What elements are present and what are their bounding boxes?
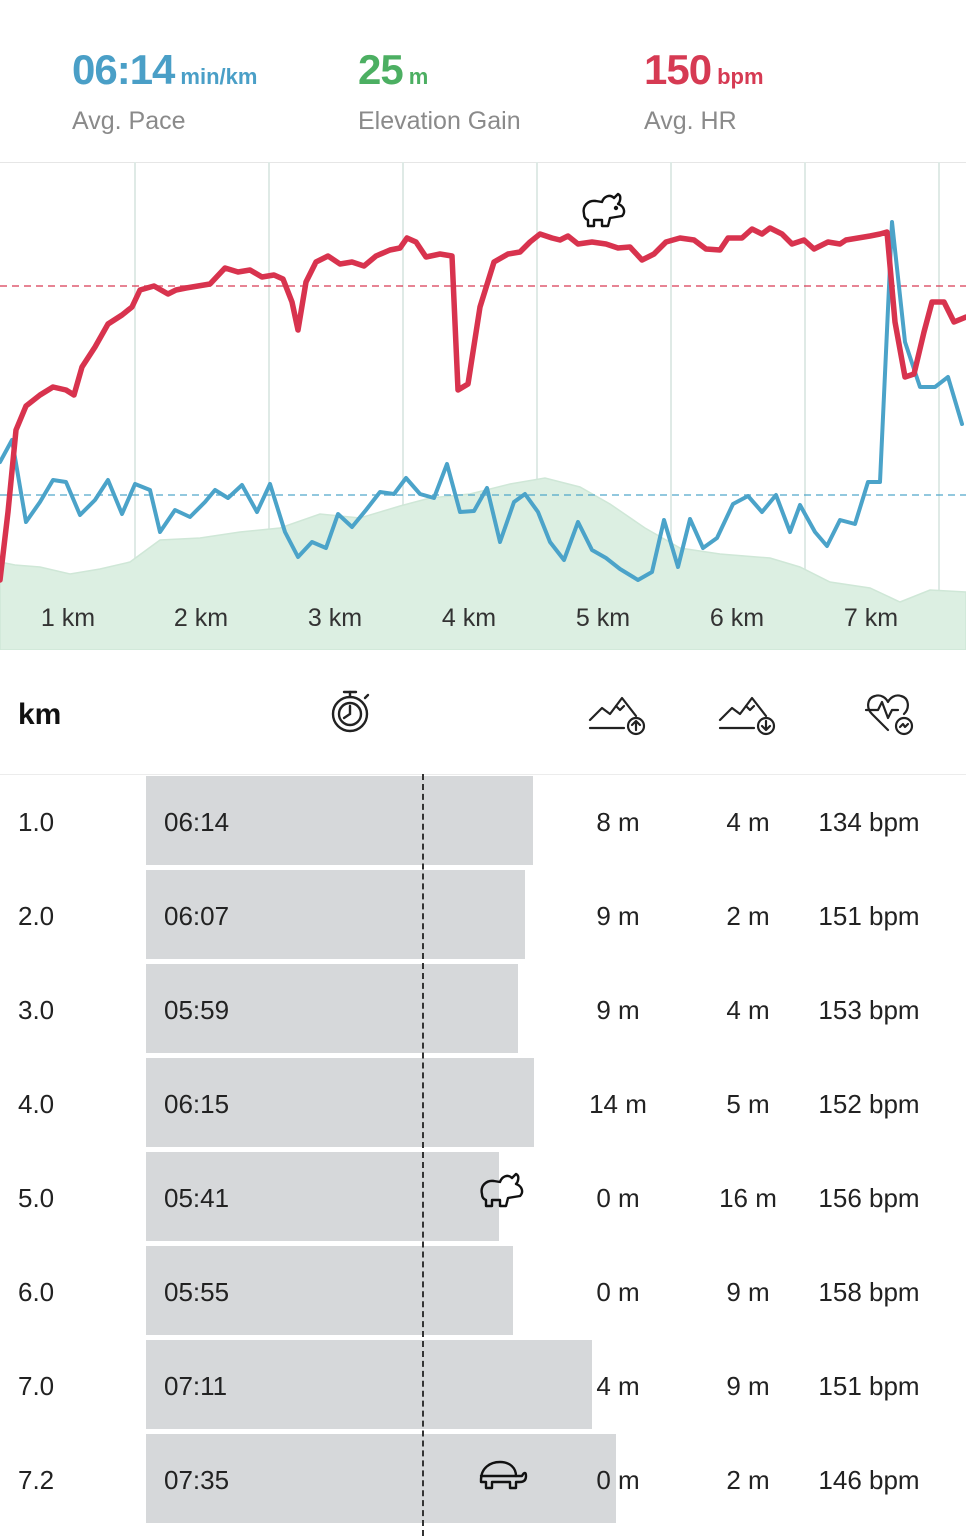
rabbit-icon (582, 192, 626, 228)
row-elevation-up: 0 m (596, 1277, 640, 1307)
avg-pace-reference-line (422, 774, 424, 1536)
stat-avg-hr: 150 bpm Avg. HR (644, 44, 764, 136)
row-elevation-down: 16 m (719, 1183, 777, 1213)
x-axis-labels: 1 km 2 km 3 km 4 km 5 km 6 km 7 km (41, 604, 898, 632)
row-km: 1.0 (18, 807, 55, 837)
row-heart-rate: 134 bpm (818, 807, 920, 837)
row-pace: 05:55 (164, 1277, 230, 1307)
row-elevation-down: 4 m (726, 807, 770, 837)
row-elevation-up: 8 m (596, 807, 640, 837)
row-km: 4.0 (18, 1089, 55, 1119)
row-km: 7.2 (18, 1465, 55, 1495)
pace-bar (146, 870, 525, 959)
avg-pace-unit: min/km (180, 64, 258, 89)
x-tick-label: 7 km (844, 604, 898, 632)
pace-bar (146, 1434, 616, 1523)
row-heart-rate: 151 bpm (818, 901, 920, 931)
row-pace: 06:14 (164, 807, 230, 837)
pace-line (0, 220, 964, 582)
km-column-header: km (18, 698, 62, 731)
row-elevation-down: 2 m (726, 1465, 770, 1495)
elevation-down-icon (718, 696, 776, 736)
row-elevation-up: 14 m (589, 1089, 647, 1119)
x-tick-label: 2 km (174, 604, 228, 632)
elevation-area (0, 477, 966, 651)
table-row[interactable]: 4.0 06:15 14 m 5 m 152 bpm (0, 1056, 966, 1150)
table-row[interactable]: 2.0 06:07 9 m 2 m 151 bpm (0, 868, 966, 962)
row-elevation-down: 5 m (726, 1089, 770, 1119)
pace-bar (146, 1246, 513, 1335)
row-elevation-up: 9 m (596, 901, 640, 931)
elevation-gain-value: 25 (358, 46, 404, 93)
avg-pace-value: 06:14 (72, 46, 175, 93)
row-pace: 06:07 (164, 901, 230, 931)
elevation-up-icon (588, 696, 646, 736)
stopwatch-icon (331, 690, 370, 733)
row-pace: 05:41 (164, 1183, 230, 1213)
row-heart-rate: 151 bpm (818, 1371, 920, 1401)
row-elevation-down: 9 m (726, 1371, 770, 1401)
pace-bar (146, 964, 518, 1053)
row-heart-rate: 146 bpm (818, 1465, 920, 1495)
row-km: 7.0 (18, 1371, 55, 1401)
avg-pace-label: Avg. Pace (72, 107, 186, 135)
row-heart-rate: 156 bpm (818, 1183, 920, 1213)
row-pace: 07:11 (164, 1371, 228, 1401)
run-chart[interactable]: 1 km 2 km 3 km 4 km 5 km 6 km 7 km (0, 162, 966, 651)
row-km: 6.0 (18, 1277, 55, 1307)
row-elevation-up: 0 m (596, 1465, 640, 1495)
x-tick-label: 4 km (442, 604, 496, 632)
table-row[interactable]: 6.0 05:55 0 m 9 m 158 bpm (0, 1244, 966, 1338)
elevation-gain-label: Elevation Gain (358, 107, 521, 135)
stat-avg-pace: 06:14 min/km Avg. Pace (72, 44, 257, 136)
pace-bar (146, 1340, 592, 1429)
x-tick-label: 3 km (308, 604, 362, 632)
stat-elevation-gain: 25 m Elevation Gain (358, 44, 521, 136)
row-km: 5.0 (18, 1183, 55, 1213)
pace-bar (146, 776, 533, 865)
splits-table-header: km (0, 650, 966, 775)
heart-rate-line (0, 225, 966, 583)
row-heart-rate: 153 bpm (818, 995, 920, 1025)
row-km: 2.0 (18, 901, 55, 931)
pace-bar (146, 1152, 499, 1241)
row-pace: 06:15 (164, 1089, 230, 1119)
rabbit-icon (480, 1172, 524, 1208)
stats-header: 06:14 min/km Avg. Pace 25 m Elevation Gain… (0, 0, 966, 163)
row-heart-rate: 158 bpm (818, 1277, 920, 1307)
table-row[interactable]: 7.0 07:11 4 m 9 m 151 bpm (0, 1338, 966, 1432)
x-tick-label: 6 km (710, 604, 764, 632)
heart-rate-icon (864, 694, 914, 736)
table-row[interactable]: 1.0 06:14 8 m 4 m 134 bpm (0, 774, 966, 868)
x-tick-label: 1 km (41, 604, 95, 632)
row-elevation-up: 4 m (596, 1371, 640, 1401)
x-tick-label: 5 km (576, 604, 630, 632)
table-row[interactable]: 3.0 05:59 9 m 4 m 153 bpm (0, 962, 966, 1056)
row-elevation-down: 9 m (726, 1277, 770, 1307)
row-elevation-down: 2 m (726, 901, 770, 931)
row-elevation-down: 4 m (726, 995, 770, 1025)
pace-bar (146, 1058, 534, 1147)
avg-hr-label: Avg. HR (644, 107, 737, 135)
avg-hr-value: 150 (644, 46, 712, 93)
elevation-gain-unit: m (408, 64, 429, 89)
row-km: 3.0 (18, 995, 55, 1025)
row-pace: 07:35 (164, 1465, 230, 1495)
row-heart-rate: 152 bpm (818, 1089, 920, 1119)
turtle-icon (479, 1460, 528, 1490)
row-elevation-up: 0 m (596, 1183, 640, 1213)
row-pace: 05:59 (164, 995, 230, 1025)
table-row[interactable]: 7.2 07:35 0 m 2 m 146 bpm (0, 1432, 966, 1526)
table-row[interactable]: 5.0 05:41 0 m 16 m 156 bpm (0, 1150, 966, 1244)
row-elevation-up: 9 m (596, 995, 640, 1025)
avg-hr-unit: bpm (717, 64, 764, 89)
